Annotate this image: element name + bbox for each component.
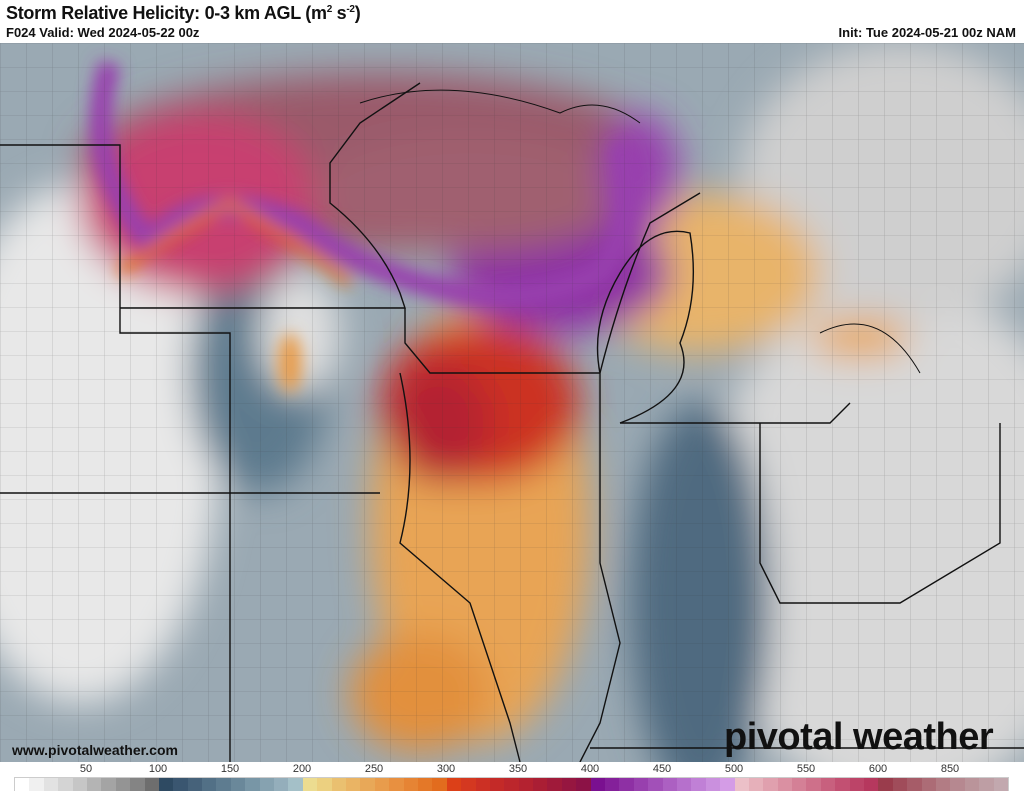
- colorbar-cell: [58, 778, 73, 791]
- colorbar-cell: [720, 778, 735, 791]
- helicity-map: [0, 43, 1024, 762]
- colorbar-cell: [403, 778, 418, 791]
- colorbar-cell: [878, 778, 893, 791]
- colorbar-cell: [101, 778, 116, 791]
- colorbar-cell: [964, 778, 980, 791]
- colorbar-cell: [504, 778, 519, 791]
- state-boundaries: [0, 82, 1024, 762]
- colorbar-cell: [748, 778, 764, 791]
- colorbar-label: 600: [868, 763, 888, 775]
- colorbar-cell: [533, 778, 548, 791]
- colorbar-cell: [576, 778, 591, 791]
- colorbar-cell: [547, 778, 562, 791]
- colorbar-cell: [662, 778, 677, 791]
- colorbar-cell: [921, 778, 936, 791]
- colorbar-cell: [274, 778, 289, 791]
- colorbar-cell: [374, 778, 390, 791]
- colorbar-cell: [345, 778, 361, 791]
- colorbar-cell: [245, 778, 260, 791]
- colorbar-cell: [950, 778, 965, 791]
- colorbar-label: 450: [652, 763, 672, 775]
- colorbar-cell: [676, 778, 692, 791]
- colorbar-cell: [173, 778, 188, 791]
- colorbar-label: 850: [940, 763, 960, 775]
- colorbar-cell: [302, 778, 318, 791]
- colorbar-cell: [288, 778, 303, 791]
- colorbar-cell: [360, 778, 375, 791]
- colorbar-cell: [144, 778, 159, 791]
- colorbar-cell: [475, 778, 490, 791]
- colorbar-cell: [230, 778, 246, 791]
- colorbar-cell: [317, 778, 332, 791]
- colorbar-cell: [849, 778, 865, 791]
- colorbar-label: 150: [220, 763, 240, 775]
- init-time: Init: Tue 2024-05-21 00z NAM: [838, 25, 1016, 40]
- colorbar-label: 350: [508, 763, 528, 775]
- colorbar-cell: [734, 778, 749, 791]
- colorbar-cell: [763, 778, 778, 791]
- colorbar-label: 200: [292, 763, 312, 775]
- colorbar-cell: [72, 778, 87, 791]
- colorbar-label: 550: [796, 763, 816, 775]
- colorbar-cell: [777, 778, 793, 791]
- map-title: Storm Relative Helicity: 0-3 km AGL (m2 …: [6, 3, 361, 23]
- colorbar-cell: [216, 778, 231, 791]
- colorbar-cell: [648, 778, 663, 791]
- lake-outlines: [359, 89, 921, 374]
- colorbar-cell: [259, 778, 275, 791]
- colorbar-cell: [446, 778, 462, 791]
- colorbar-label: 100: [148, 763, 168, 775]
- colorbar-cell: [518, 778, 534, 791]
- colorbar-cell: [979, 778, 994, 791]
- colorbar-cell: [864, 778, 879, 791]
- colorbar-cell: [130, 778, 145, 791]
- colorbar-cell: [691, 778, 706, 791]
- colorbar-cell: [86, 778, 102, 791]
- colorbar-cell: [187, 778, 203, 791]
- colorbar-cell: [892, 778, 908, 791]
- source-url: www.pivotalweather.com: [12, 742, 178, 758]
- colorbar-cell: [561, 778, 577, 791]
- colorbar-label: 300: [436, 763, 456, 775]
- colorbar-cell: [417, 778, 433, 791]
- colorbar-label: 500: [724, 763, 744, 775]
- colorbar-cell: [590, 778, 606, 791]
- colorbar-cell: [806, 778, 821, 791]
- valid-time: F024 Valid: Wed 2024-05-22 00z: [6, 25, 200, 40]
- colorbar-cell: [489, 778, 505, 791]
- colorbar-label: 400: [580, 763, 600, 775]
- colorbar-cell: [605, 778, 620, 791]
- colorbar-cell: [43, 778, 59, 791]
- colorbar-cell: [158, 778, 174, 791]
- colorbar: [14, 777, 1009, 791]
- colorbar-cell: [461, 778, 476, 791]
- colorbar-cell: [389, 778, 404, 791]
- colorbar-cell: [633, 778, 649, 791]
- colorbar-cell: [936, 778, 951, 791]
- colorbar-cell: [202, 778, 217, 791]
- colorbar-cell: [993, 778, 1008, 791]
- colorbar-label: 250: [364, 763, 384, 775]
- colorbar-cell: [820, 778, 836, 791]
- colorbar-labels: 50 100 150 200 250 300 350 400 450 500 550 600 850: [0, 763, 1024, 777]
- colorbar-cell: [792, 778, 807, 791]
- colorbar-cell: [432, 778, 447, 791]
- colorbar-cell: [115, 778, 131, 791]
- colorbar-cell: [331, 778, 346, 791]
- colorbar-cell: [705, 778, 721, 791]
- colorbar-cell: [907, 778, 922, 791]
- county-lines: [0, 43, 1024, 762]
- colorbar-cell: [15, 778, 30, 791]
- colorbar-cell: [619, 778, 634, 791]
- colorbar-cell: [835, 778, 850, 791]
- pivotal-weather-logo: pivotal weather: [724, 716, 994, 758]
- colorbar-cell: [29, 778, 44, 791]
- colorbar-label: 50: [79, 763, 93, 775]
